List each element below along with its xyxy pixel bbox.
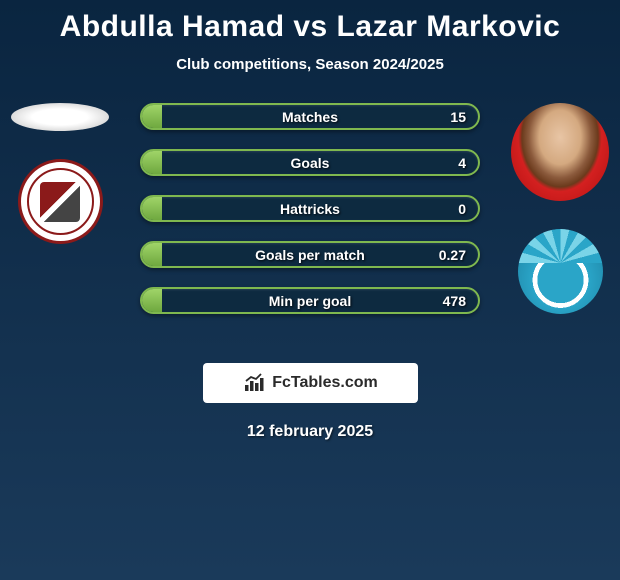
player-right-avatar bbox=[511, 103, 609, 201]
stat-bars: Matches 15 Goals 4 Hattricks 0 Goals per… bbox=[140, 103, 480, 314]
date-text: 12 february 2025 bbox=[0, 423, 620, 441]
stat-label: Goals per match bbox=[255, 247, 365, 263]
stat-bar-matches: Matches 15 bbox=[140, 103, 480, 130]
player-right-club-badge bbox=[518, 229, 603, 314]
stat-value: 0 bbox=[458, 201, 466, 217]
stat-bar-fill bbox=[142, 243, 162, 266]
stat-label: Goals bbox=[291, 155, 330, 171]
page-title: Abdulla Hamad vs Lazar Markovic bbox=[0, 0, 620, 44]
player-left-club-badge bbox=[18, 159, 103, 244]
stat-value: 478 bbox=[443, 293, 466, 309]
brand-text: FcTables.com bbox=[272, 374, 378, 392]
stat-bar-fill bbox=[142, 105, 162, 128]
stat-value: 4 bbox=[458, 155, 466, 171]
stat-value: 0.27 bbox=[439, 247, 466, 263]
stat-bar-fill bbox=[142, 151, 162, 174]
left-player-column bbox=[10, 103, 110, 244]
stat-label: Min per goal bbox=[269, 293, 351, 309]
stat-bar-fill bbox=[142, 197, 162, 220]
season-subtitle: Club competitions, Season 2024/2025 bbox=[0, 56, 620, 73]
stat-value: 15 bbox=[450, 109, 466, 125]
player-left-avatar-placeholder bbox=[11, 103, 109, 131]
comparison-content: Matches 15 Goals 4 Hattricks 0 Goals per… bbox=[0, 103, 620, 343]
stat-label: Hattricks bbox=[280, 201, 340, 217]
stat-bar-fill bbox=[142, 289, 162, 312]
stat-bar-hattricks: Hattricks 0 bbox=[140, 195, 480, 222]
brand-badge: FcTables.com bbox=[203, 363, 418, 403]
stat-bar-goals-per-match: Goals per match 0.27 bbox=[140, 241, 480, 268]
stat-bar-goals: Goals 4 bbox=[140, 149, 480, 176]
right-player-column bbox=[510, 103, 610, 314]
chart-icon bbox=[242, 373, 266, 393]
stat-bar-min-per-goal: Min per goal 478 bbox=[140, 287, 480, 314]
stat-label: Matches bbox=[282, 109, 338, 125]
